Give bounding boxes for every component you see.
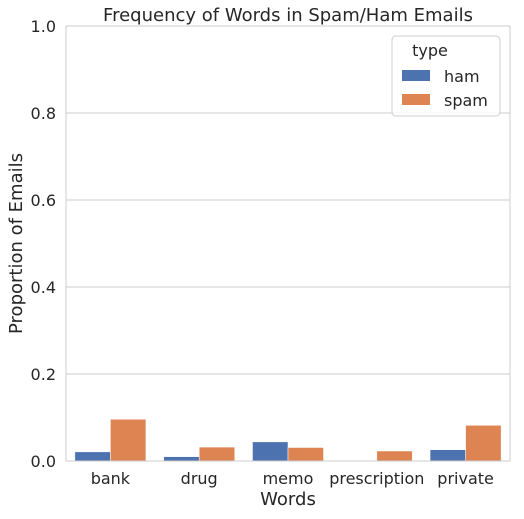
y-axis-label: Proportion of Emails — [6, 153, 27, 334]
y-tick-label: 0.4 — [31, 278, 56, 297]
bar-spam-drug — [199, 447, 235, 461]
bar-spam-memo — [288, 448, 324, 461]
x-tick-label: memo — [263, 469, 314, 488]
legend-label-ham: ham — [444, 67, 480, 86]
x-axis-label: Words — [260, 489, 316, 510]
bar-ham-drug — [164, 457, 200, 461]
legend-title: type — [412, 41, 448, 60]
x-tick-label: prescription — [329, 469, 424, 488]
legend-swatch-spam — [402, 94, 430, 105]
bar-spam-prescription — [377, 451, 413, 461]
y-tick-label: 0.0 — [31, 452, 56, 471]
legend-swatch-ham — [402, 70, 430, 81]
x-tick-label: drug — [181, 469, 218, 488]
bar-spam-private — [466, 425, 502, 461]
bar-spam-bank — [110, 419, 146, 461]
y-tick-label: 0.2 — [31, 365, 56, 384]
bar-ham-memo — [252, 442, 288, 461]
chart-title: Frequency of Words in Spam/Ham Emails — [103, 5, 473, 26]
legend: type ham spam — [392, 36, 500, 116]
x-tick-label: bank — [91, 469, 131, 488]
bar-ham-bank — [75, 452, 111, 461]
legend-label-spam: spam — [444, 91, 488, 110]
y-tick-label: 1.0 — [31, 17, 56, 36]
x-tick-label: private — [437, 469, 494, 488]
bar-ham-private — [430, 450, 466, 461]
y-tick-label: 0.8 — [31, 104, 56, 123]
y-tick-label: 0.6 — [31, 191, 56, 210]
